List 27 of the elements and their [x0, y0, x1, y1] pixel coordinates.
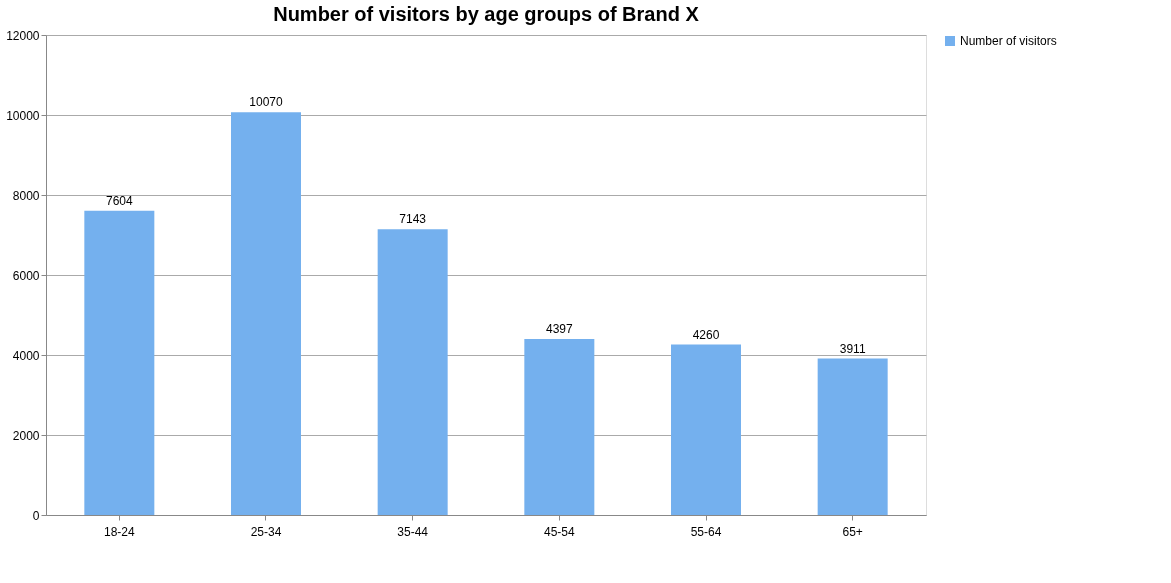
data-label: 10070 [249, 95, 284, 110]
x-tick-label: 65+ [842, 524, 863, 539]
chart-title: Number of visitors by age groups of Brand X [273, 3, 700, 25]
x-tick-label: 55-64 [690, 524, 722, 539]
data-label: 4260 [692, 327, 720, 342]
x-tick-label: 35-44 [397, 524, 429, 539]
y-tick-label: 10000 [6, 108, 40, 123]
bar [231, 112, 301, 515]
data-label: 7143 [399, 212, 427, 227]
data-label: 7604 [105, 193, 133, 208]
y-tick-label: 0 [32, 508, 40, 523]
data-label: 4397 [545, 322, 573, 337]
y-tick-label: 8000 [12, 188, 40, 203]
x-tick-label: 25-34 [250, 524, 282, 539]
y-tick-label: 4000 [12, 348, 40, 363]
bar [84, 210, 155, 515]
y-tick-label: 2000 [12, 428, 40, 443]
y-tick-label: 6000 [12, 268, 40, 283]
bar [671, 344, 741, 515]
bar [817, 358, 888, 515]
x-tick-label: 45-54 [543, 524, 575, 539]
data-label: 3911 [839, 341, 866, 356]
x-tick-label: 18-24 [103, 524, 135, 539]
y-tick-label: 12000 [6, 28, 40, 43]
legend-label: Number of visitors [960, 34, 1057, 48]
bar [377, 229, 448, 515]
bar [524, 339, 595, 515]
